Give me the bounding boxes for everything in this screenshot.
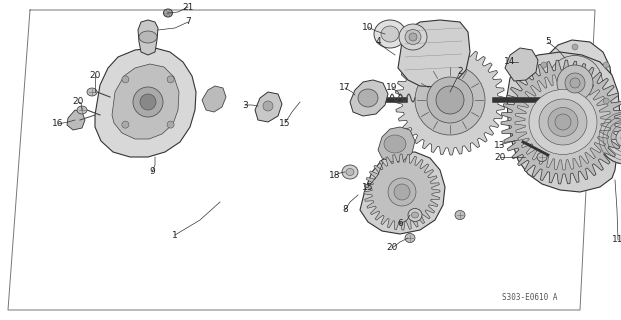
Ellipse shape <box>399 24 427 50</box>
Ellipse shape <box>381 26 399 42</box>
Ellipse shape <box>167 121 174 128</box>
Text: 6: 6 <box>397 220 403 228</box>
Text: 8: 8 <box>342 205 348 214</box>
Ellipse shape <box>557 65 593 101</box>
Ellipse shape <box>570 78 580 88</box>
Ellipse shape <box>572 116 578 122</box>
Ellipse shape <box>616 129 621 147</box>
Polygon shape <box>360 152 445 234</box>
Ellipse shape <box>384 135 406 153</box>
Text: 20: 20 <box>386 244 397 252</box>
Polygon shape <box>395 45 505 155</box>
Ellipse shape <box>140 94 156 110</box>
Text: 16: 16 <box>52 119 64 129</box>
Text: 5: 5 <box>545 37 551 46</box>
Ellipse shape <box>376 166 428 218</box>
Text: 21: 21 <box>183 3 194 12</box>
Ellipse shape <box>139 31 157 43</box>
Text: 10: 10 <box>362 22 374 31</box>
Text: 17: 17 <box>339 84 351 92</box>
Ellipse shape <box>541 62 547 68</box>
Ellipse shape <box>415 65 485 135</box>
Ellipse shape <box>405 55 495 145</box>
Ellipse shape <box>122 121 129 128</box>
Ellipse shape <box>374 20 406 48</box>
Ellipse shape <box>342 165 358 179</box>
Polygon shape <box>350 80 388 116</box>
Text: S303-E0610 A: S303-E0610 A <box>502 293 558 302</box>
Text: 11: 11 <box>612 236 621 244</box>
Text: 14: 14 <box>504 58 515 67</box>
Text: 2: 2 <box>457 68 463 76</box>
Text: 4: 4 <box>375 37 381 46</box>
Ellipse shape <box>394 184 410 200</box>
Ellipse shape <box>388 178 416 206</box>
Ellipse shape <box>572 44 578 50</box>
Ellipse shape <box>541 98 547 104</box>
Polygon shape <box>67 110 85 130</box>
Ellipse shape <box>412 212 419 218</box>
Ellipse shape <box>537 153 547 162</box>
Text: 20: 20 <box>494 153 505 162</box>
Polygon shape <box>112 64 179 139</box>
Polygon shape <box>378 127 415 162</box>
Polygon shape <box>507 52 620 192</box>
Ellipse shape <box>529 90 597 155</box>
Text: 18: 18 <box>329 171 341 180</box>
Polygon shape <box>255 92 282 122</box>
Text: 3: 3 <box>242 100 248 109</box>
Polygon shape <box>505 48 538 81</box>
Polygon shape <box>364 154 440 230</box>
Ellipse shape <box>163 9 173 17</box>
Ellipse shape <box>548 55 602 110</box>
Text: 19: 19 <box>386 84 397 92</box>
Ellipse shape <box>603 98 609 104</box>
Ellipse shape <box>409 33 417 41</box>
Text: 13: 13 <box>494 140 505 149</box>
Polygon shape <box>95 48 196 157</box>
Polygon shape <box>202 86 226 112</box>
Polygon shape <box>515 74 611 170</box>
Ellipse shape <box>455 211 465 220</box>
Polygon shape <box>398 20 470 87</box>
Ellipse shape <box>603 62 609 68</box>
Ellipse shape <box>427 77 473 123</box>
Ellipse shape <box>263 101 273 111</box>
Ellipse shape <box>436 86 464 114</box>
Ellipse shape <box>565 73 585 93</box>
Polygon shape <box>138 20 158 55</box>
Ellipse shape <box>513 74 613 170</box>
Text: 15: 15 <box>279 118 291 127</box>
Ellipse shape <box>539 99 587 145</box>
Ellipse shape <box>133 87 163 117</box>
Ellipse shape <box>346 169 354 175</box>
Ellipse shape <box>599 112 621 164</box>
Text: 1: 1 <box>172 230 178 239</box>
Text: 20: 20 <box>89 70 101 79</box>
Ellipse shape <box>548 108 578 137</box>
Polygon shape <box>538 40 612 124</box>
Ellipse shape <box>408 209 422 221</box>
Ellipse shape <box>167 76 174 83</box>
Ellipse shape <box>87 88 97 96</box>
Ellipse shape <box>122 76 129 83</box>
Text: 20: 20 <box>72 98 84 107</box>
Ellipse shape <box>405 234 415 243</box>
Ellipse shape <box>555 114 571 130</box>
Ellipse shape <box>358 89 378 107</box>
Text: 15: 15 <box>362 182 374 191</box>
Ellipse shape <box>77 106 87 114</box>
Polygon shape <box>501 60 621 184</box>
Text: 7: 7 <box>185 18 191 27</box>
Text: 9: 9 <box>149 167 155 177</box>
Ellipse shape <box>405 29 421 44</box>
